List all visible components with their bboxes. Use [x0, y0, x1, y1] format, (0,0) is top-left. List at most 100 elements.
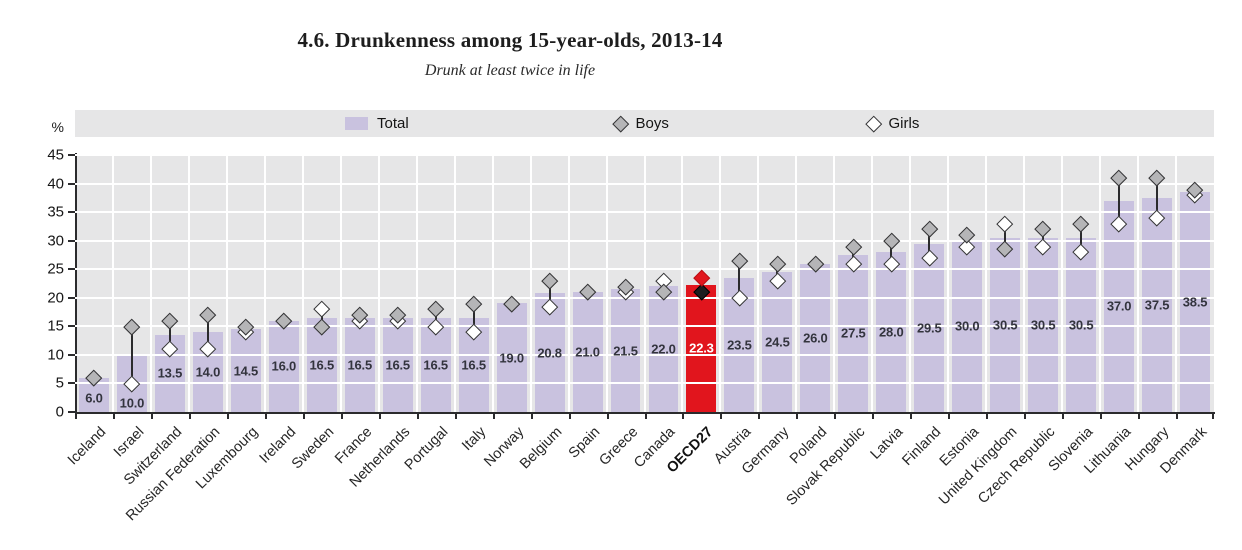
bar-value-label: 37.5 [1144, 297, 1170, 313]
legend-item-girls: Girls [865, 110, 919, 137]
column-separator [719, 155, 722, 412]
x-tick [644, 414, 647, 419]
boys-girls-connector [320, 309, 323, 327]
y-tick-label: 40 [47, 175, 64, 193]
bar [610, 289, 641, 412]
x-tick [1176, 414, 1179, 419]
bar-value-label: 21.0 [575, 344, 600, 360]
bar [496, 303, 527, 412]
bar-value-label: 6.0 [85, 390, 103, 406]
bar-value-label: 19.0 [499, 350, 524, 366]
bar-value-label: 16.0 [271, 358, 297, 374]
y-tick [68, 353, 75, 356]
legend-item-boys: Boys [612, 110, 669, 137]
boys-girls-connector [472, 303, 475, 333]
column-separator [529, 155, 532, 412]
y-tick [68, 325, 75, 328]
column-separator [1099, 155, 1102, 412]
bar-value-label: 16.5 [309, 357, 335, 373]
bar-value-label: 24.5 [765, 334, 790, 350]
bar [876, 252, 907, 412]
column-separator [1137, 155, 1140, 412]
bar-value-label: 10.0 [119, 395, 145, 411]
boys-diamond-icon [612, 115, 629, 132]
gridline [75, 239, 1214, 242]
x-tick [112, 414, 115, 419]
column-separator [339, 155, 342, 412]
bar-value-label: 28.0 [879, 324, 904, 340]
bar-value-label: 23.5 [727, 337, 752, 353]
y-tick-label: 25 [47, 260, 64, 278]
column-separator [1175, 155, 1178, 412]
bar-value-label: 37.0 [1106, 298, 1132, 314]
column-separator [225, 155, 228, 412]
x-tick [378, 414, 381, 419]
x-tick [416, 414, 419, 419]
bar [382, 317, 413, 412]
column-separator [833, 155, 836, 412]
bar-value-label: 30.5 [1030, 317, 1056, 333]
y-tick [68, 382, 75, 385]
boys-girls-connector [1004, 223, 1007, 250]
bar [648, 286, 679, 412]
column-separator [1023, 155, 1026, 412]
bar-value-label: 22.3 [689, 340, 714, 356]
x-tick [872, 414, 875, 419]
column-separator [149, 155, 152, 412]
bar-value-label: 29.5 [916, 320, 942, 336]
column-separator [681, 155, 684, 412]
x-tick [150, 414, 153, 419]
x-tick [986, 414, 989, 419]
column-separator [491, 155, 494, 412]
bar-value-label: 16.5 [423, 357, 448, 373]
x-tick [796, 414, 799, 419]
boys-girls-connector [548, 280, 551, 307]
bar-value-label: 27.5 [841, 325, 866, 341]
y-axis-unit-label: % [51, 119, 64, 135]
boys-girls-connector [776, 263, 779, 281]
gridline [75, 268, 1214, 271]
column-separator [1061, 155, 1064, 412]
column-separator [263, 155, 266, 412]
x-tick [1062, 414, 1065, 419]
y-tick-label: 30 [47, 232, 64, 250]
boys-girls-connector [434, 309, 437, 327]
x-tick [302, 414, 305, 419]
column-separator [871, 155, 874, 412]
x-tick [910, 414, 913, 419]
bar [1142, 197, 1173, 412]
column-separator [111, 155, 114, 412]
x-tick [264, 414, 267, 419]
x-tick [75, 414, 77, 419]
x-tick [682, 414, 685, 419]
bar [268, 320, 299, 412]
boys-girls-connector [890, 240, 893, 264]
column-separator [301, 155, 304, 412]
boys-girls-connector [168, 320, 171, 350]
x-tick [188, 414, 191, 419]
boys-girls-connector [1156, 177, 1159, 218]
x-axis-line [75, 412, 1215, 414]
column-separator [415, 155, 418, 412]
bar [762, 272, 793, 412]
x-tick [720, 414, 723, 419]
x-tick [340, 414, 343, 419]
y-tick-label: 45 [47, 146, 64, 164]
legend-label-boys: Boys [635, 115, 669, 132]
x-tick [492, 414, 495, 419]
bar-value-label: 22.0 [651, 341, 676, 357]
column-separator [795, 155, 798, 412]
x-tick [530, 414, 533, 419]
bar-value-label: 14.0 [195, 364, 221, 380]
bar-value-label: 13.5 [157, 365, 183, 381]
y-tick-label: 0 [55, 403, 64, 421]
bar-highlight-oecd [686, 284, 717, 412]
column-separator [567, 155, 570, 412]
y-tick-label: 15 [47, 317, 64, 335]
gridline [75, 382, 1214, 385]
x-tick [1138, 414, 1141, 419]
y-tick-label: 5 [55, 374, 64, 392]
bar-value-label: 30.5 [992, 317, 1018, 333]
x-tick [1100, 414, 1103, 419]
